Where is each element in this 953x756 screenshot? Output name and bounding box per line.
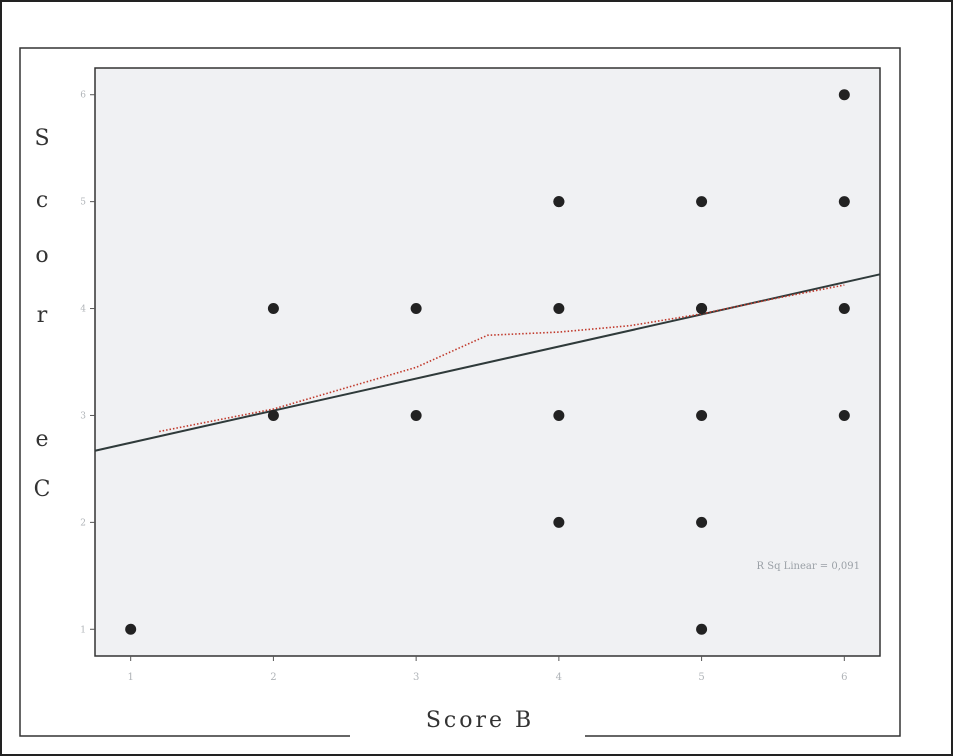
fit-lines bbox=[94, 273, 881, 452]
y-axis-label-letter: c bbox=[36, 188, 48, 213]
x-tick-label: 5 bbox=[698, 672, 704, 683]
y-axis-label-letter: C bbox=[34, 477, 51, 502]
data-point bbox=[838, 89, 850, 101]
data-point bbox=[553, 409, 565, 421]
x-tick-label: 6 bbox=[841, 672, 847, 683]
y-axis-label-letter: e bbox=[35, 427, 48, 452]
y-axis-label-letter: o bbox=[35, 243, 48, 268]
data-point bbox=[838, 196, 850, 208]
data-point bbox=[696, 303, 708, 315]
data-point bbox=[696, 409, 708, 421]
x-tick-label: 2 bbox=[270, 672, 276, 683]
y-tick-label: 5 bbox=[80, 198, 86, 208]
data-point bbox=[696, 516, 708, 528]
y-tick-label: 4 bbox=[80, 305, 86, 315]
data-point bbox=[553, 303, 565, 315]
data-point bbox=[553, 516, 565, 528]
y-tick-label: 2 bbox=[80, 518, 86, 528]
y-axis-label-letter: S bbox=[34, 126, 49, 151]
loess-fit-line bbox=[159, 284, 845, 433]
y-tick-label: 1 bbox=[80, 625, 86, 635]
r-squared-annotation: R Sq Linear = 0,091 bbox=[757, 561, 860, 572]
data-points bbox=[125, 89, 850, 635]
data-point bbox=[838, 409, 850, 421]
data-point bbox=[696, 623, 708, 635]
x-tick-label: 3 bbox=[413, 672, 419, 683]
data-point bbox=[267, 303, 279, 315]
data-point bbox=[410, 409, 422, 421]
data-point bbox=[696, 196, 708, 208]
x-axis-label: Score B bbox=[426, 708, 534, 733]
y-axis-label: Sc o r eC bbox=[34, 126, 51, 502]
data-point bbox=[838, 303, 850, 315]
y-tick-label: 6 bbox=[80, 91, 86, 101]
data-point bbox=[125, 623, 137, 635]
data-point bbox=[553, 196, 565, 208]
x-tick-label: 4 bbox=[556, 672, 562, 683]
y-tick-label: 3 bbox=[80, 411, 86, 421]
y-axis-label-letter: r bbox=[37, 303, 48, 328]
data-point bbox=[267, 409, 279, 421]
axis-ticks: 1 2 3 4 5 6 1 2 3 4 5 6 bbox=[80, 91, 847, 683]
inner-frame bbox=[19, 47, 901, 737]
x-tick-label: 1 bbox=[127, 672, 133, 683]
data-point bbox=[410, 303, 422, 315]
linear-fit-line bbox=[94, 273, 881, 452]
